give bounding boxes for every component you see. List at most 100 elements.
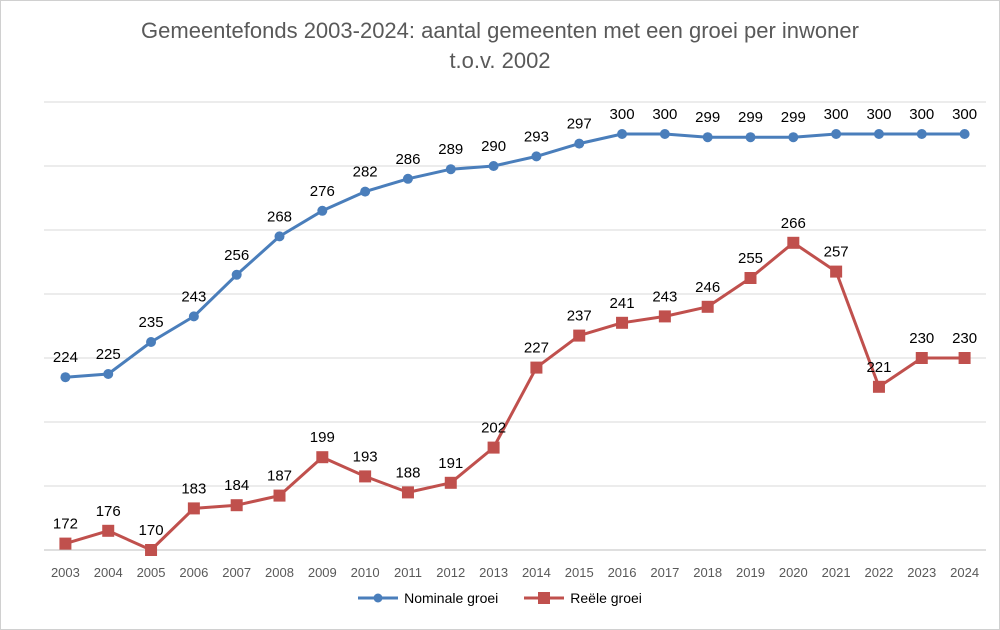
- data-point-nominal: [231, 269, 242, 280]
- data-point-real: [273, 489, 286, 502]
- x-tick-label: 2011: [394, 565, 422, 580]
- data-point-nominal: [831, 129, 842, 139]
- data-point-nominal: [188, 311, 199, 322]
- data-point-real: [787, 236, 800, 249]
- data-label: 188: [395, 464, 420, 481]
- x-tick-label: 2023: [907, 565, 936, 580]
- data-point-nominal: [402, 173, 413, 184]
- x-tick-label: 2021: [822, 565, 851, 580]
- data-point-nominal: [702, 132, 713, 143]
- data-label: 300: [866, 106, 891, 123]
- x-tick-label: 2005: [137, 565, 166, 580]
- series-line-real: [64, 241, 965, 552]
- data-label: 300: [610, 106, 635, 123]
- data-point-real: [830, 265, 843, 278]
- data-label: 227: [524, 340, 549, 357]
- data-label: 243: [652, 288, 677, 305]
- data-label: 225: [96, 346, 121, 363]
- x-tick-label: 2020: [779, 565, 808, 580]
- x-tick-label: 2007: [222, 565, 251, 580]
- data-point-nominal: [617, 129, 628, 139]
- x-tick-label: 2006: [179, 565, 208, 580]
- x-tick-label: 2018: [693, 565, 722, 580]
- legend-nominal-label: Nominale groei: [404, 590, 499, 606]
- x-tick-label: 2008: [265, 565, 294, 580]
- x-tick-label: 2013: [479, 565, 508, 580]
- data-label: 300: [824, 106, 849, 123]
- data-point-real: [102, 524, 115, 537]
- legend-item-nominal: Nominale groei: [358, 590, 498, 606]
- data-label: 184: [224, 477, 249, 494]
- data-point-nominal: [488, 161, 499, 171]
- x-tick-label: 2014: [522, 565, 551, 580]
- x-tick-label: 2016: [608, 565, 637, 580]
- data-point-real: [658, 310, 671, 323]
- data-point-nominal: [103, 369, 114, 379]
- data-label: 230: [952, 330, 977, 347]
- data-point-real: [573, 329, 586, 342]
- data-label: 224: [53, 349, 78, 366]
- data-label: 276: [310, 183, 335, 200]
- x-tick-label: 2022: [864, 565, 893, 580]
- data-point-nominal: [959, 129, 970, 139]
- x-tick-label: 2004: [94, 565, 123, 580]
- legend-real-swatch: [524, 592, 565, 604]
- data-point-real: [616, 316, 629, 329]
- data-point-real: [915, 352, 928, 364]
- data-point-real: [316, 451, 329, 464]
- data-point-nominal: [60, 372, 71, 383]
- data-point-real: [444, 476, 457, 489]
- x-tick-label: 2024: [950, 565, 979, 580]
- data-point-real: [230, 499, 243, 512]
- data-point-nominal: [873, 129, 884, 139]
- data-point-real: [530, 361, 543, 374]
- data-point-nominal: [788, 132, 799, 143]
- data-label: 282: [353, 164, 378, 181]
- legend-nominal-swatch: [358, 593, 399, 603]
- data-label: 193: [353, 448, 378, 465]
- x-tick-label: 2003: [51, 565, 80, 580]
- data-label: 299: [695, 109, 720, 126]
- data-label: 199: [310, 429, 335, 446]
- chart-title-line1: Gemeentefonds 2003-2024: aantal gemeente…: [141, 18, 859, 43]
- data-point-nominal: [360, 186, 371, 197]
- data-label: 183: [181, 480, 206, 497]
- data-label: 170: [139, 522, 164, 539]
- data-label: 230: [909, 330, 934, 347]
- x-tick-label: 2010: [351, 565, 380, 580]
- data-label: 286: [395, 151, 420, 168]
- data-point-nominal: [531, 151, 542, 162]
- data-point-nominal: [916, 129, 927, 139]
- data-label: 176: [96, 503, 121, 520]
- data-point-real: [401, 486, 414, 499]
- data-label: 246: [695, 279, 720, 296]
- data-label: 235: [139, 314, 164, 331]
- data-point-nominal: [317, 205, 328, 216]
- data-point-real: [59, 537, 72, 550]
- x-tick-label: 2009: [308, 565, 337, 580]
- data-point-real: [145, 544, 158, 556]
- data-label: 202: [481, 420, 506, 437]
- data-point-nominal: [274, 231, 285, 242]
- data-label: 300: [652, 106, 677, 123]
- chart-title: Gemeentefonds 2003-2024: aantal gemeente…: [0, 16, 1000, 76]
- data-label: 266: [781, 215, 806, 232]
- data-point-real: [958, 352, 971, 364]
- data-label: 172: [53, 516, 78, 533]
- data-label: 300: [909, 106, 934, 123]
- data-label: 221: [866, 359, 891, 376]
- legend-real-label: Reële groei: [570, 590, 642, 606]
- data-label: 257: [824, 244, 849, 261]
- data-label: 297: [567, 116, 592, 133]
- data-point-real: [359, 470, 372, 483]
- data-point-real: [701, 300, 714, 313]
- x-tick-label: 2012: [436, 565, 465, 580]
- data-point-nominal: [574, 138, 585, 149]
- legend-item-real: Reële groei: [524, 590, 642, 606]
- data-label: 289: [438, 141, 463, 158]
- data-label: 237: [567, 308, 592, 325]
- x-tick-label: 2015: [565, 565, 594, 580]
- data-label: 256: [224, 247, 249, 264]
